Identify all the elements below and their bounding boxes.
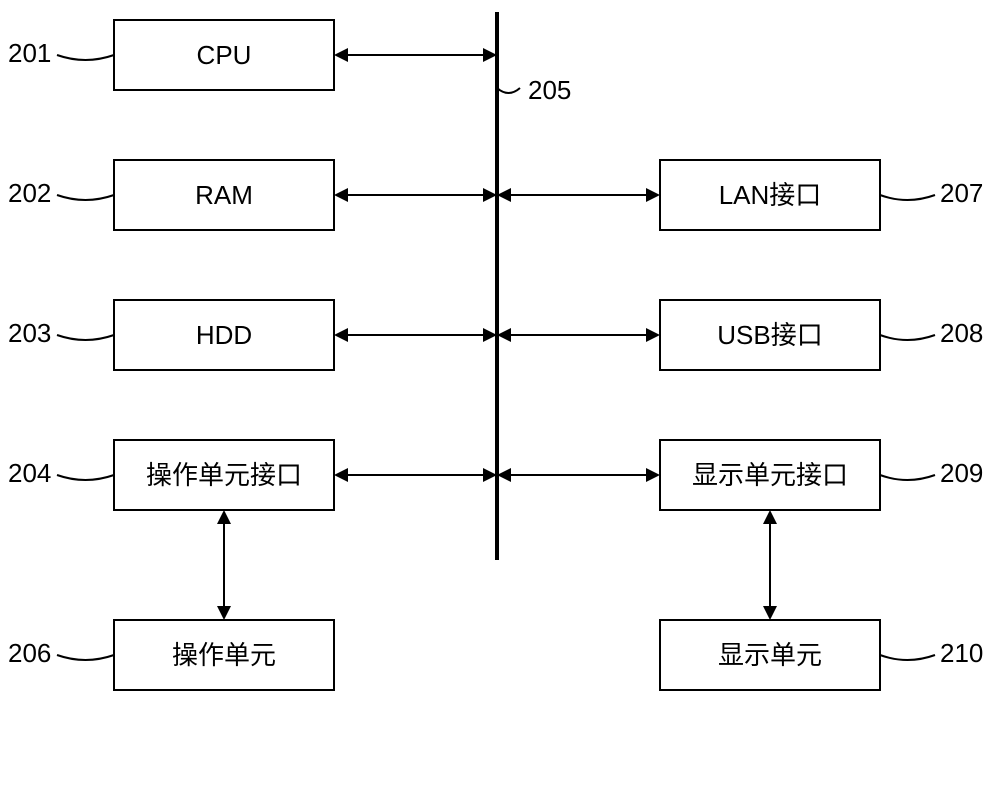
ref-label-202: 202 (8, 178, 51, 208)
ref-label-206: 206 (8, 638, 51, 668)
ref-tick-210 (880, 655, 935, 660)
block-diagram: 205 CPU RAM HDD 操作单元接口操作单元 LAN接口 USB接口显示单元接口显示… (0, 0, 1000, 807)
ref-label-208: 208 (940, 318, 983, 348)
ref-label-203: 203 (8, 318, 51, 348)
ref-tick-209 (880, 475, 935, 480)
ref-label-201: 201 (8, 38, 51, 68)
ref-tick-203 (57, 335, 114, 340)
ref-tick-205 (497, 88, 520, 93)
box-label-cpu: CPU (197, 40, 252, 70)
ref-label-207: 207 (940, 178, 983, 208)
ref-label-210: 210 (940, 638, 983, 668)
box-label-ram: RAM (195, 180, 253, 210)
box-label-lan: LAN接口 (719, 180, 822, 210)
box-label-op: 操作单元 (172, 640, 276, 670)
box-label-usb: USB接口 (717, 320, 822, 350)
box-label-disp: 显示单元 (718, 640, 822, 670)
ref-tick-208 (880, 335, 935, 340)
ref-label-205: 205 (528, 75, 571, 105)
ref-tick-201 (57, 55, 114, 60)
ref-tick-207 (880, 195, 935, 200)
ref-label-209: 209 (940, 458, 983, 488)
box-label-dispif: 显示单元接口 (692, 460, 848, 490)
ref-tick-204 (57, 475, 114, 480)
ref-tick-202 (57, 195, 114, 200)
ref-tick-206 (57, 655, 114, 660)
box-label-hdd: HDD (196, 320, 252, 350)
box-label-opif: 操作单元接口 (146, 460, 302, 490)
ref-label-204: 204 (8, 458, 51, 488)
